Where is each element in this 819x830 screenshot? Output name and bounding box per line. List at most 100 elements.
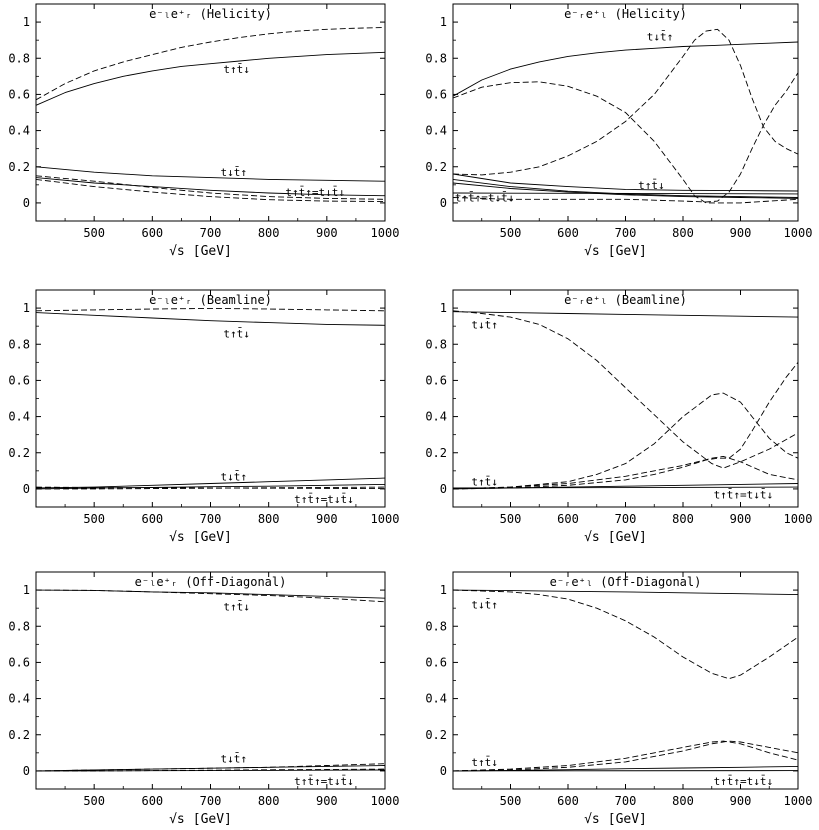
- x-tick-label: 1000: [784, 226, 813, 240]
- curve-label: t↓t̄↑: [471, 318, 498, 331]
- series-line-1: [35, 51, 386, 106]
- plot-frame: [35, 289, 386, 508]
- curve-label: t↓t̄↑: [221, 470, 248, 483]
- y-tick-label: 0: [440, 196, 447, 210]
- curve-label: t↑t̄↓: [223, 600, 250, 613]
- series-line-1: [452, 589, 799, 596]
- y-tick-label: 0.6: [8, 373, 30, 387]
- panel-title: e⁻ₗe⁺ᵣ (Helicity): [149, 7, 272, 21]
- series-line-4: [35, 483, 386, 490]
- y-tick-label: 0.8: [8, 337, 30, 351]
- x-tick-label: 1000: [371, 226, 400, 240]
- series-line-4: [452, 72, 799, 203]
- y-tick-label: 1: [440, 301, 447, 315]
- x-axis-label: √s [GeV]: [584, 530, 647, 545]
- y-tick-label: 1: [23, 15, 30, 29]
- y-tick-label: 0.8: [425, 337, 447, 351]
- x-tick-label: 700: [615, 226, 637, 240]
- x-tick-label: 500: [500, 512, 522, 526]
- x-tick-label: 500: [83, 512, 105, 526]
- curve-label: t↑t̄↓: [223, 63, 250, 76]
- series-line-3: [452, 392, 799, 490]
- y-tick-label: 0: [23, 482, 30, 496]
- curve-label: t↑t̄↓: [471, 475, 498, 488]
- x-tick-label: 800: [258, 226, 280, 240]
- x-tick-label: 1000: [784, 794, 813, 808]
- series-line-5: [452, 455, 799, 490]
- y-tick-label: 0.4: [425, 124, 447, 138]
- series-line-4: [35, 763, 386, 772]
- x-axis-label: √s [GeV]: [584, 812, 647, 827]
- series-line-2: [452, 81, 799, 204]
- x-tick-label: 500: [83, 226, 105, 240]
- y-tick-label: 1: [440, 15, 447, 29]
- x-axis-label: √s [GeV]: [169, 244, 232, 259]
- y-tick-label: 0.2: [8, 160, 30, 174]
- panel-title: e⁻ᵣe⁺ₗ (Helicity): [564, 7, 687, 21]
- y-tick-label: 0.6: [425, 655, 447, 669]
- y-tick-label: 0.4: [8, 410, 30, 424]
- panel-title: e⁻ᵣe⁺ₗ (Beamline): [564, 293, 687, 307]
- x-tick-label: 900: [316, 226, 338, 240]
- x-tick-label: 800: [672, 794, 694, 808]
- y-tick-label: 0.2: [425, 446, 447, 460]
- curve-label: t↓t̄↑: [221, 166, 248, 179]
- x-tick-label: 500: [500, 226, 522, 240]
- x-tick-label: 900: [730, 512, 752, 526]
- curve-label: t↑t̄↓: [638, 178, 665, 191]
- curve-label: t↑t̄↑=t↓t̄↓: [455, 191, 515, 204]
- y-tick-label: 0.2: [8, 446, 30, 460]
- x-tick-label: 1000: [371, 512, 400, 526]
- y-tick-label: 0: [440, 764, 447, 778]
- x-tick-label: 800: [258, 794, 280, 808]
- x-tick-label: 900: [316, 512, 338, 526]
- plot-frame: [452, 571, 799, 790]
- y-tick-label: 0.8: [425, 51, 447, 65]
- x-tick-label: 700: [200, 794, 222, 808]
- y-tick-label: 0.8: [425, 619, 447, 633]
- series-line-4: [452, 740, 799, 772]
- y-tick-label: 0.6: [8, 655, 30, 669]
- panel-title: e⁻ₗe⁺ᵣ (Beamline): [149, 293, 272, 307]
- y-tick-label: 0.6: [8, 87, 30, 101]
- panel-4: 500 600 700 800 900 1000 0 0.2 0.4 0.6 0.8 1 e⁻ᵣe⁺ₗ …: [425, 289, 813, 545]
- x-tick-label: 700: [200, 512, 222, 526]
- x-tick-label: 500: [500, 794, 522, 808]
- x-tick-label: 600: [557, 512, 579, 526]
- x-tick-label: 600: [557, 794, 579, 808]
- panel-5: 500 600 700 800 900 1000 0 0.2 0.4 0.6 0.8 1 e⁻ₗe⁺ᵣ …: [8, 571, 399, 827]
- series-line-1: [452, 311, 799, 318]
- x-tick-label: 700: [615, 794, 637, 808]
- y-tick-label: 0.2: [8, 728, 30, 742]
- series-line-2: [35, 307, 386, 312]
- y-tick-label: 0.8: [8, 51, 30, 65]
- series-line-3: [452, 740, 799, 772]
- x-tick-label: 800: [672, 226, 694, 240]
- y-tick-label: 0: [23, 764, 30, 778]
- y-tick-label: 0.2: [425, 728, 447, 742]
- curve-label: t↑t̄↑=t↓t̄↓: [714, 488, 774, 501]
- curve-label: t↑t̄↑=t↓t̄↓: [294, 493, 354, 506]
- series-line-5: [452, 173, 799, 192]
- x-tick-label: 600: [557, 226, 579, 240]
- series-line-4: [35, 177, 386, 197]
- series-line-4: [452, 362, 799, 490]
- y-tick-label: 0.2: [425, 160, 447, 174]
- y-tick-label: 1: [23, 301, 30, 315]
- x-tick-label: 700: [615, 512, 637, 526]
- series-line-3: [35, 166, 386, 182]
- panel-title: e⁻ᵣe⁺ₗ (Off-Diagonal): [550, 575, 702, 589]
- panel-1: 500 600 700 800 900 1000 0 0.2 0.4 0.6 0.8 1 e⁻ₗe⁺ᵣ …: [8, 3, 400, 259]
- series-line-8: [452, 192, 799, 195]
- panel-3: 500 600 700 800 900 1000 0 0.2 0.4 0.6 0.8 1 e⁻ₗe⁺ᵣ …: [8, 289, 400, 545]
- x-axis-label: √s [GeV]: [169, 812, 232, 827]
- series-line-2: [35, 27, 386, 101]
- x-axis-label: √s [GeV]: [584, 244, 647, 259]
- x-tick-label: 1000: [784, 512, 813, 526]
- y-tick-label: 1: [440, 583, 447, 597]
- y-tick-label: 0.8: [8, 619, 30, 633]
- plot-frame: [35, 571, 386, 790]
- y-tick-label: 0.4: [8, 692, 30, 706]
- x-tick-label: 800: [672, 512, 694, 526]
